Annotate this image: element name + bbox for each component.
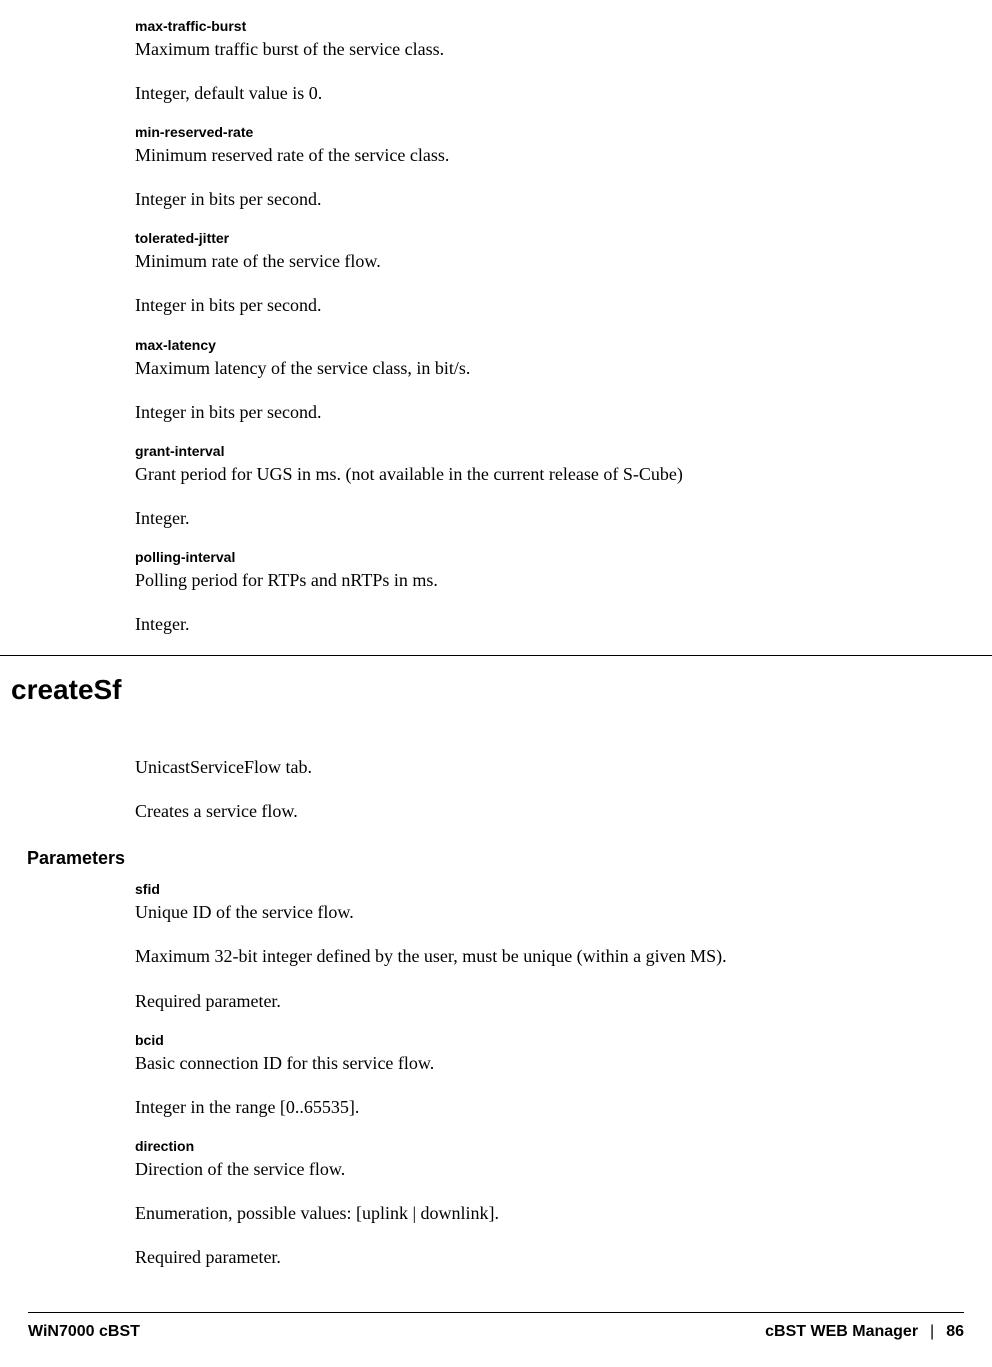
footer-page-number: 86 [946,1323,964,1341]
param-name: bcid [135,1032,952,1048]
param-note: Integer in bits per second. [135,399,952,425]
param-block: grant-interval Grant period for UGS in m… [135,443,952,531]
section-content: createSf UnicastServiceFlow tab. Creates… [0,662,992,1270]
section-divider [0,655,992,656]
param-desc: Maximum latency of the service class, in… [135,355,952,381]
section-intro: Creates a service flow. [135,798,952,824]
page-footer: WiN7000 cBST cBST WEB Manager | 86 [28,1312,964,1341]
footer-right: cBST WEB Manager | 86 [765,1323,964,1341]
param-block: sfid Unique ID of the service flow. Maxi… [135,881,952,1013]
document-content: max-traffic-burst Maximum traffic burst … [0,0,992,637]
param-name: grant-interval [135,443,952,459]
footer-left: WiN7000 cBST [28,1323,140,1341]
param-name: tolerated-jitter [135,230,952,246]
section-intro: UnicastServiceFlow tab. [135,754,952,780]
param-desc: Minimum reserved rate of the service cla… [135,142,952,168]
param-name: max-traffic-burst [135,18,952,34]
param-block: min-reserved-rate Minimum reserved rate … [135,124,952,212]
param-line: Unique ID of the service flow. [135,899,952,925]
param-desc: Grant period for UGS in ms. (not availab… [135,461,952,487]
param-note: Integer. [135,505,952,531]
param-name: direction [135,1138,952,1154]
param-desc: Polling period for RTPs and nRTPs in ms. [135,567,952,593]
param-line: Maximum 32-bit integer defined by the us… [135,943,952,969]
param-block: max-latency Maximum latency of the servi… [135,337,952,425]
param-line: Integer in the range [0..65535]. [135,1094,952,1120]
footer-manager-label: cBST WEB Manager [765,1323,918,1341]
section-title: createSf [11,674,952,706]
param-line: Direction of the service flow. [135,1156,952,1182]
param-desc: Maximum traffic burst of the service cla… [135,36,952,62]
param-note: Integer, default value is 0. [135,80,952,106]
param-line: Basic connection ID for this service flo… [135,1050,952,1076]
param-name: max-latency [135,337,952,353]
param-block: direction Direction of the service flow.… [135,1138,952,1270]
param-note: Integer in bits per second. [135,186,952,212]
param-block: tolerated-jitter Minimum rate of the ser… [135,230,952,318]
param-line: Enumeration, possible values: [uplink | … [135,1200,952,1226]
param-name: min-reserved-rate [135,124,952,140]
param-line: Required parameter. [135,1244,952,1270]
param-block: max-traffic-burst Maximum traffic burst … [135,18,952,106]
param-line: Required parameter. [135,988,952,1014]
param-block: bcid Basic connection ID for this servic… [135,1032,952,1120]
param-block: polling-interval Polling period for RTPs… [135,549,952,637]
footer-separator: | [930,1323,934,1341]
param-note: Integer in bits per second. [135,292,952,318]
parameters-heading: Parameters [27,848,952,869]
param-desc: Minimum rate of the service flow. [135,248,952,274]
param-name: polling-interval [135,549,952,565]
param-note: Integer. [135,611,952,637]
param-name: sfid [135,881,952,897]
